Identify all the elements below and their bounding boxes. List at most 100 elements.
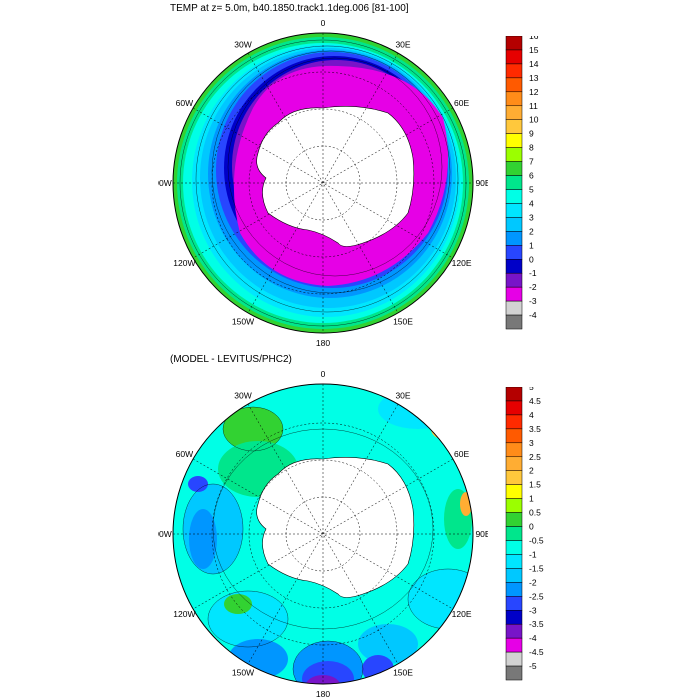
bottom-colorbar-swatch (505, 540, 523, 555)
top-colorbar-label: 16 (529, 36, 539, 41)
top-colorbar-label: 14 (529, 59, 539, 69)
top-colorbar-label: 4 (529, 198, 534, 208)
bottom-colorbar-swatch (505, 387, 523, 402)
top-colorbar-swatch (505, 77, 523, 93)
bottom-colorbar-label: -2.5 (529, 591, 544, 601)
top-colorbar-label: 11 (529, 101, 538, 111)
top-lon-label: 90W (158, 178, 172, 188)
bottom-lon-label: 30E (395, 390, 410, 400)
top-colorbar-label: 5 (529, 184, 534, 194)
top-colorbar-label: -4 (529, 310, 537, 320)
bottom-colorbar-label: -1 (529, 549, 537, 559)
top-colorbar-swatch (505, 272, 523, 288)
bottom-colorbar-label: 1 (529, 494, 534, 504)
top-colorbar-label: 8 (529, 143, 534, 153)
bottom-lon-label: 120E (452, 609, 472, 619)
top-colorbar-swatch (505, 245, 523, 260)
top-colorbar-label: 1 (529, 240, 534, 250)
bottom-colorbar-swatch (505, 665, 523, 681)
bottom-lon-label: 150E (393, 668, 413, 678)
top-colorbar-swatch (505, 314, 523, 330)
bottom-colorbar-label: 4.5 (529, 396, 541, 406)
top-colorbar-label: -2 (529, 282, 537, 292)
top-map-border (172, 32, 474, 334)
top-colorbar-label: 15 (529, 45, 539, 55)
top-colorbar-swatch (505, 161, 523, 176)
top-lon-label: 90E (475, 178, 488, 188)
bottom-lon-label: 0 (321, 369, 326, 379)
bottom-colorbar-label: 2.5 (529, 452, 541, 462)
bottom-colorbar-label: -5 (529, 661, 537, 671)
top-colorbar-swatch (505, 231, 523, 246)
top-colorbar-label: 0 (529, 254, 534, 264)
bottom-map-field (173, 384, 473, 684)
bottom-colorbar-swatch (505, 582, 523, 597)
bottom-colorbar-swatch (505, 442, 523, 458)
top-colorbar-swatch (505, 119, 523, 134)
bottom-colorbar-swatch (505, 610, 523, 625)
bottom-colorbar-swatch (505, 470, 523, 485)
top-colorbar-label: 13 (529, 73, 539, 83)
bottom-lon-label: 30W (234, 390, 251, 400)
bottom-graticule (173, 384, 473, 684)
bottom-colorbar-label: 2 (529, 466, 534, 476)
top-colorbar-swatch (505, 36, 523, 51)
top-lon-label: 150E (393, 317, 413, 327)
bottom-lon-label: 60W (176, 449, 193, 459)
bottom-colorbar-swatch (505, 428, 523, 444)
bottom-lon-label: 150W (232, 668, 254, 678)
bottom-colorbar-swatch (505, 456, 523, 471)
bottom-colorbar-label: 3.5 (529, 424, 541, 434)
top-longitude-labels: 0 30E 60E 90E 120E 150E 180 150W 120W 90W 60W 30W (158, 18, 488, 348)
top-colorbar-swatch (505, 105, 523, 120)
bottom-colorbar-swatch (505, 568, 523, 583)
bottom-colorbar: 5 4.5 4 3.5 3 2.5 2 1.5 1 0.5 0 -0.5 -1 -1.5 -2 -2.5 -3 -… (505, 387, 544, 681)
top-colorbar-swatch (505, 91, 523, 107)
bottom-colorbar-label: 4 (529, 410, 534, 420)
top-lon-label: 0 (321, 18, 326, 28)
bottom-colorbar-label: -4 (529, 633, 537, 643)
bottom-colorbar-swatch (505, 554, 523, 569)
bottom-colorbar-swatch (505, 498, 523, 513)
top-colorbar-label: 12 (529, 87, 539, 97)
top-lon-label: 60W (176, 98, 193, 108)
top-lon-label: 120W (173, 258, 195, 268)
bottom-colorbar-swatch (505, 414, 523, 430)
bottom-colorbar-label: -2 (529, 577, 537, 587)
top-colorbar-swatch (505, 286, 523, 302)
bottom-colorbar-swatch (505, 623, 523, 639)
top-temperature-map: 0 30E 60E 90E 120E 150E 180 150W 120W 90W 60W 30W (158, 18, 488, 348)
bottom-lon-label: 60E (454, 449, 469, 459)
bottom-colorbar-swatch (505, 512, 523, 527)
top-colorbar-swatch (505, 49, 523, 65)
bottom-colorbar-label: 3 (529, 438, 534, 448)
bottom-colorbar-label: -4.5 (529, 647, 544, 657)
bottom-colorbar-label: 0.5 (529, 508, 541, 518)
top-colorbar-label: 6 (529, 171, 534, 181)
top-colorbar-swatch (505, 203, 523, 218)
bottom-colorbar-swatch (505, 484, 523, 499)
top-colorbar-swatch (505, 217, 523, 232)
top-colorbar-swatch (505, 175, 523, 190)
bottom-colorbar-swatch (505, 596, 523, 611)
bottom-colorbar-label: 5 (529, 387, 534, 392)
bottom-longitude-labels: 0 30E 60E 90E 120E 150E 180 150W 120W 90W 60W 30W (158, 369, 488, 699)
top-graticule (173, 33, 473, 333)
top-colorbar-swatch (505, 133, 523, 148)
top-lon-label: 30W (234, 39, 251, 49)
bottom-colorbar-swatch (505, 637, 523, 653)
bottom-colorbar-swatch (505, 651, 523, 667)
top-colorbar-swatch (505, 63, 523, 79)
top-lon-label: 30E (395, 39, 410, 49)
top-colorbar-label: -1 (529, 268, 537, 278)
bottom-colorbar-label: -0.5 (529, 535, 544, 545)
top-colorbar-label: 2 (529, 226, 534, 236)
top-colorbar-swatch (505, 300, 523, 316)
bottom-colorbar-label: 0 (529, 522, 534, 532)
top-colorbar-label: 7 (529, 157, 534, 167)
bottom-colorbar-swatch (505, 526, 523, 541)
top-lon-label: 60E (454, 98, 469, 108)
bottom-colorbar-swatch (505, 400, 523, 416)
bottom-lon-label: 120W (173, 609, 195, 619)
